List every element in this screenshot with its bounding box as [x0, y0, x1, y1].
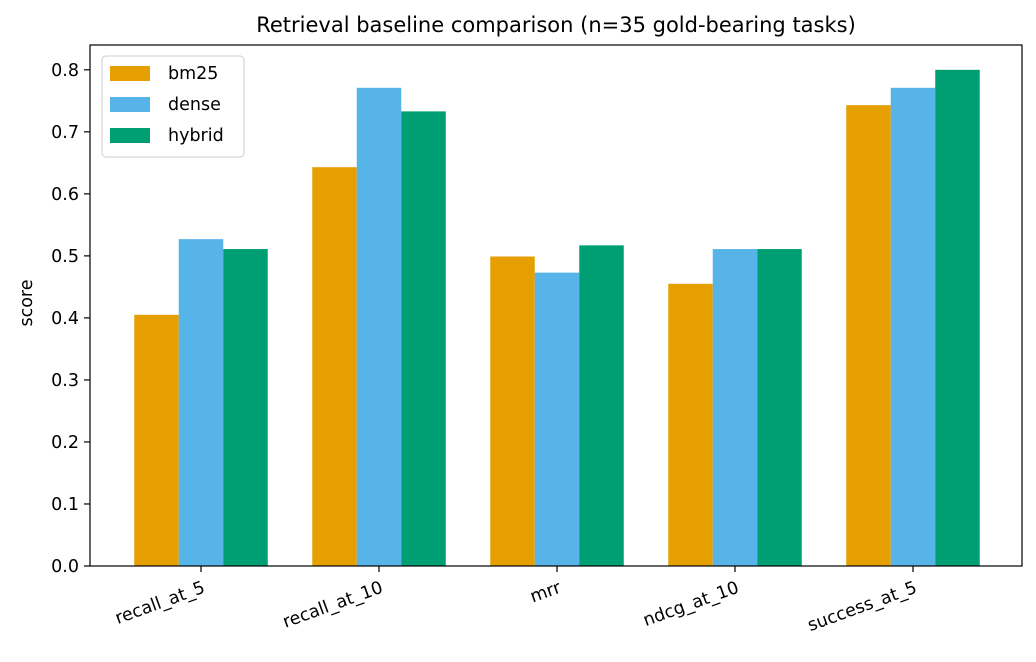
legend-label-dense: dense: [168, 95, 221, 115]
y-tick-label: 0.3: [51, 371, 79, 391]
y-tick-label: 0.6: [51, 185, 79, 205]
bar-hybrid-recall_at_5: [223, 249, 268, 566]
bars-layer: [134, 69, 980, 567]
y-tick-label: 0.2: [51, 433, 79, 453]
chart-title: Retrieval baseline comparison (n=35 gold…: [256, 13, 856, 37]
bar-dense-mrr: [534, 272, 580, 566]
y-axis-label: score: [17, 279, 37, 326]
x-tick-label: recall_at_5: [113, 578, 208, 629]
bar-bm25-recall_at_10: [312, 167, 357, 567]
y-tick-label: 0.5: [51, 247, 79, 267]
bar-bm25-mrr: [490, 256, 535, 566]
x-tick-label: ndcg_at_10: [641, 578, 742, 631]
bar-hybrid-success_at_5: [935, 69, 980, 567]
y-tick-label: 0.0: [51, 557, 79, 577]
y-tick-label: 0.7: [51, 123, 79, 143]
bar-hybrid-recall_at_10: [401, 111, 446, 566]
x-axis-ticks: recall_at_5 recall_at_10 mrr ndcg_at_10 succ…: [113, 566, 920, 636]
x-tick-label: recall_at_10: [280, 578, 386, 633]
legend-label-hybrid: hybrid: [168, 126, 224, 146]
y-tick-label: 0.8: [51, 61, 79, 81]
bar-bm25-recall_at_5: [134, 314, 179, 566]
legend-swatch-hybrid: [110, 128, 150, 143]
y-axis-ticks: 0.0 0.1 0.2 0.3 0.4 0.5 0.6 0.7 0.8: [51, 61, 90, 577]
plot-frame: [89, 44, 1023, 567]
bar-dense-recall_at_5: [178, 239, 224, 566]
x-tick-label: success_at_5: [805, 578, 920, 636]
y-tick-label: 0.1: [51, 495, 79, 515]
legend-label-bm25: bm25: [168, 64, 218, 84]
legend-swatch-bm25: [110, 66, 150, 81]
y-tick-label: 0.4: [51, 309, 79, 329]
bar-dense-ndcg_at_10: [712, 249, 758, 566]
bar-dense-success_at_5: [890, 87, 936, 567]
bar-bm25-success_at_5: [846, 105, 891, 567]
bar-dense-recall_at_10: [356, 87, 402, 567]
bar-bm25-ndcg_at_10: [668, 283, 713, 566]
x-tick-label: mrr: [528, 578, 565, 608]
bar-hybrid-mrr: [579, 245, 624, 566]
bar-hybrid-ndcg_at_10: [757, 249, 802, 566]
legend-swatch-dense: [110, 97, 150, 112]
legend: bm25 dense hybrid: [101, 55, 245, 158]
